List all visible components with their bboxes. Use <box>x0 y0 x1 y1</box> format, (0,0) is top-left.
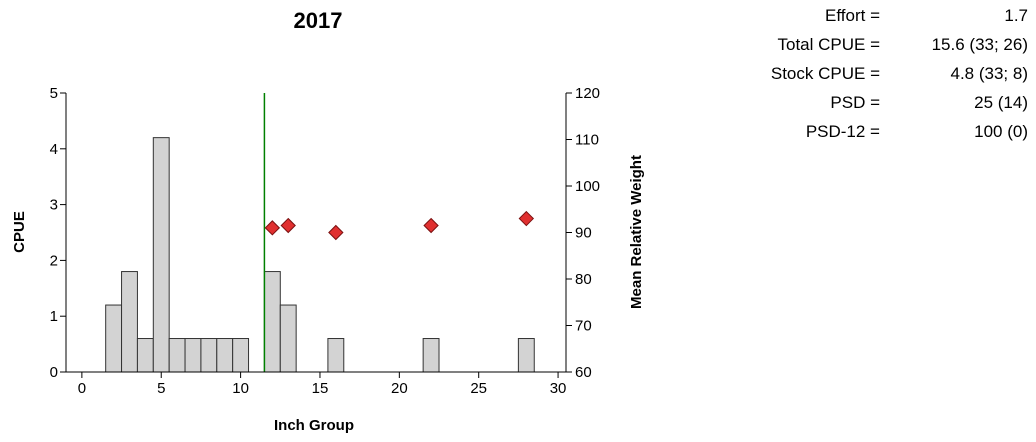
stat-label: Stock CPUE = <box>770 64 880 83</box>
stat-value: 100 (0) <box>974 122 1028 141</box>
x-tick-label: 20 <box>391 380 408 397</box>
y-tick-label: 0 <box>50 364 58 381</box>
cpue-bar <box>105 304 123 373</box>
cpue-bar <box>200 338 218 373</box>
relative-weight-point <box>423 217 439 234</box>
stat-value: 1.7 <box>1004 6 1028 25</box>
stat-row-total-cpue: Total CPUE = 15.6 (33; 26) <box>690 35 1030 64</box>
cpue-bar <box>232 338 250 373</box>
cpue-bar <box>136 338 154 373</box>
chart-title: 2017 <box>294 8 343 33</box>
relative-weight-point <box>518 210 535 227</box>
stat-row-stock-cpue: Stock CPUE = 4.8 (33; 8) <box>690 64 1030 93</box>
y2-tick-label: 110 <box>575 132 599 149</box>
stats-panel: Effort = 1.7 Total CPUE = 15.6 (33; 26) … <box>690 6 1030 151</box>
cpue-bar <box>216 338 234 373</box>
cpue-bar <box>422 338 440 373</box>
y-tick-label: 5 <box>50 85 58 102</box>
y2-tick-label: 80 <box>575 271 592 288</box>
stat-label: PSD-12 = <box>805 122 880 141</box>
cpue-chart: 2017 0 5 10 15 20 25 30 0 1 2 3 4 5 60 70 80 90 100 110 120… <box>11 8 645 434</box>
y-tick-label: 3 <box>50 197 58 214</box>
stat-value: 15.6 (33; 26) <box>931 35 1028 54</box>
y-tick-label: 2 <box>50 252 58 269</box>
y-tick-label: 1 <box>50 308 58 325</box>
x-tick-label: 0 <box>78 380 86 397</box>
stat-label: Effort = <box>825 6 880 25</box>
x-tick-label: 10 <box>232 380 249 397</box>
x-axis-title: Inch Group <box>274 417 354 434</box>
y2-tick-label: 70 <box>575 318 592 335</box>
cpue-bar <box>517 338 535 373</box>
x-tick-label: 15 <box>312 380 329 397</box>
x-tick-label: 25 <box>470 380 487 397</box>
y2-tick-label: 120 <box>575 85 600 102</box>
x-tick-label: 30 <box>550 380 567 397</box>
stat-value: 25 (14) <box>974 93 1028 112</box>
cpue-bar <box>121 271 138 373</box>
cpue-bar <box>152 137 170 373</box>
y2-tick-label: 90 <box>575 225 592 242</box>
y2-tick-label: 60 <box>575 364 592 381</box>
stat-row-psd-12: PSD-12 = 100 (0) <box>690 122 1030 151</box>
relative-weight-point <box>280 217 296 234</box>
cpue-bar <box>327 338 345 373</box>
cpue-bar <box>168 338 186 373</box>
stat-value: 4.8 (33; 8) <box>950 64 1029 83</box>
relative-weight-point <box>328 224 344 241</box>
stat-row-effort: Effort = 1.7 <box>690 6 1030 35</box>
relative-weight-point <box>264 220 281 236</box>
cpue-bar <box>263 271 281 373</box>
cpue-bar <box>279 304 297 373</box>
y2-axis-title: Mean Relative Weight <box>628 155 645 309</box>
cpue-bar <box>184 338 202 373</box>
x-tick-label: 5 <box>157 380 165 397</box>
y2-tick-label: 100 <box>575 178 600 195</box>
y-axis-title: CPUE <box>11 211 28 253</box>
y-tick-label: 4 <box>50 141 58 158</box>
stat-row-psd: PSD = 25 (14) <box>690 93 1030 122</box>
stat-label: PSD = <box>830 93 880 112</box>
stat-label: Total CPUE = <box>777 35 880 54</box>
